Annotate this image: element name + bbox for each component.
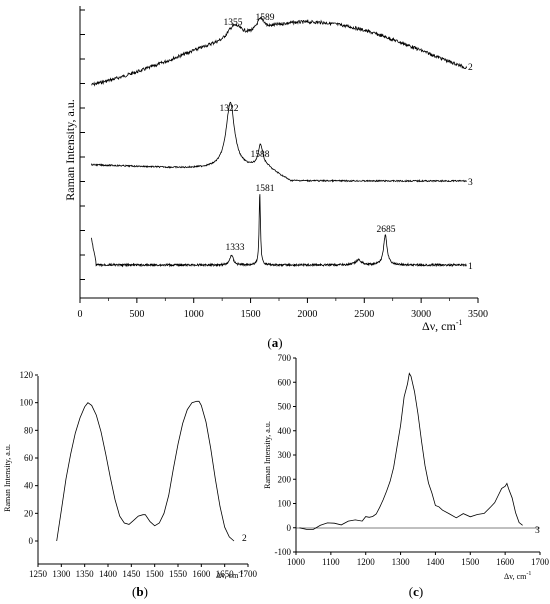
panel-a-peak-1355: 1355 xyxy=(224,18,243,28)
panel-a-x-axis-title: Δν, cm-1 xyxy=(422,318,462,333)
panel-c-x-ticks: 1000 1100 1200 1300 1400 1500 1600 1700 xyxy=(287,552,550,567)
panel-c-y-axis-title: Raman Intensity, a.u. xyxy=(263,421,272,489)
panel-b-y-tick-label: 120 xyxy=(20,370,34,380)
panel-a-peak-1322: 1322 xyxy=(220,104,239,114)
panel-b-label: (b) xyxy=(132,584,148,599)
panel-a-x-tick-label: 2000 xyxy=(297,309,317,320)
panel-a-peak-1588: 1588 xyxy=(251,150,270,160)
panel-c-x-axis-title: Δv, cm-1 xyxy=(504,571,531,581)
panel-c-x-tick-label: 1400 xyxy=(426,557,445,567)
panel-c-x-tick-label: 1700 xyxy=(531,557,550,567)
panel-c-y-tick-label: 100 xyxy=(278,499,292,509)
panel-b-series-2-line xyxy=(56,400,235,542)
panel-c-y-tick-label: 200 xyxy=(278,474,292,484)
panel-c-y-tick-label: 0 xyxy=(287,523,292,533)
panel-b-x-tick-label: 1250 xyxy=(29,569,48,579)
panel-c-series-3-name: 3 xyxy=(535,526,540,536)
panel-a-y-axis-title: Raman Intensity, a.u. xyxy=(63,99,77,201)
panel-a-x-tick-label: 3500 xyxy=(468,309,488,320)
panel-b-x-tick-label: 1550 xyxy=(169,569,188,579)
panel-b-x-tick-label: 1450 xyxy=(122,569,141,579)
panel-c-y-tick-label: 600 xyxy=(278,377,292,387)
panel-a-series-1-line xyxy=(91,194,467,268)
panel-a-series-2-line xyxy=(91,16,467,87)
panel-b-y-tick-label: 100 xyxy=(20,398,34,408)
panel-b-y-tick-label: 0 xyxy=(29,536,34,546)
panel-b-y-ticks: 0 20 40 60 80 100 120 xyxy=(20,370,38,546)
panel-c-y-tick-label: 500 xyxy=(278,402,292,412)
panel-a-peak-2685: 2685 xyxy=(377,225,396,235)
panel-a-x-tick-label: 2500 xyxy=(354,309,374,320)
panel-c-label: (c) xyxy=(409,584,423,599)
panel-c-y-tick-label: 700 xyxy=(278,353,292,363)
panel-a-peak-1589: 1589 xyxy=(256,13,275,23)
panel-c-x-tick-label: 1300 xyxy=(392,557,411,567)
panel-c-y-ticks: -100 0 100 200 300 400 500 600 700 xyxy=(275,353,296,557)
panel-a-peak-1333: 1333 xyxy=(226,243,245,253)
panel-b-x-tick-label: 1700 xyxy=(239,569,258,579)
panel-c-x-tick-label: 1200 xyxy=(357,557,376,567)
panel-b-x-ticks: 1250 1300 1350 1400 1450 1500 1550 1600 1650 1700 xyxy=(29,564,258,579)
panel-a-x-ticks: 0 500 1000 1500 2000 2500 3000 3500 xyxy=(78,298,488,320)
panel-a-x-tick-label: 3000 xyxy=(411,309,431,320)
panel-b-y-tick-label: 40 xyxy=(24,481,34,491)
panel-b-x-tick-label: 1350 xyxy=(76,569,95,579)
panel-a-peak-1581: 1581 xyxy=(256,184,275,194)
panel-c-x-tick-label: 1600 xyxy=(496,557,515,567)
panel-a-y-ticks xyxy=(80,9,85,280)
panel-a-series-1-name: 1 xyxy=(468,262,473,272)
panel-a-x-tick-label: 500 xyxy=(129,309,144,320)
panel-c-x-tick-label: 1100 xyxy=(322,557,340,567)
panel-a-series-3-name: 3 xyxy=(468,178,473,188)
panel-a-x-tick-label: 0 xyxy=(78,309,83,320)
panel-b-y-tick-label: 80 xyxy=(24,425,34,435)
panel-a-x-tick-label: 1000 xyxy=(184,309,204,320)
panel-a-series-3-line xyxy=(91,101,467,183)
panel-b-y-tick-label: 20 xyxy=(24,508,34,518)
panel-a-axes-frame xyxy=(79,6,478,299)
panel-c-series-3-line xyxy=(299,372,523,530)
panel-b-x-axis-title: Δv, cm-1 xyxy=(216,570,243,580)
panel-b-y-axis-title: Raman Intensity, a.u. xyxy=(3,444,12,512)
panel-c-y-tick-label: 400 xyxy=(278,426,292,436)
panel-c-x-tick-label: 1500 xyxy=(461,557,480,567)
panel-b-x-tick-label: 1600 xyxy=(192,569,211,579)
panel-b-x-tick-label: 1650 xyxy=(216,569,235,579)
panel-b-series-2-name: 2 xyxy=(242,534,247,544)
panel-b-y-tick-label: 60 xyxy=(24,453,34,463)
panel-a-x-tick-label: 1500 xyxy=(241,309,261,320)
panel-b-x-tick-label: 1500 xyxy=(146,569,165,579)
panel-a-label: (a) xyxy=(267,335,282,350)
panel-a-series-2-name: 2 xyxy=(468,63,473,73)
panel-c: 1000 1100 1200 1300 1400 1500 1600 1700 -100 0 10… xyxy=(263,353,550,599)
panel-a: 0 500 1000 1500 2000 2500 3000 3500 Raman Inten… xyxy=(63,6,488,350)
panel-b-x-tick-label: 1400 xyxy=(99,569,118,579)
panel-c-y-tick-label: 300 xyxy=(278,450,292,460)
panel-c-y-tick-label: -100 xyxy=(275,547,292,557)
panel-b-x-tick-label: 1300 xyxy=(52,569,71,579)
panel-b: 1250 1300 1350 1400 1450 1500 1550 1600 1650 1700… xyxy=(3,370,258,599)
panel-c-x-tick-label: 1000 xyxy=(287,557,306,567)
